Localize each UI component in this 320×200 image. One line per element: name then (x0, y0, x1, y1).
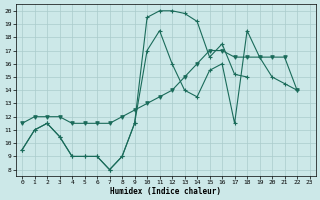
X-axis label: Humidex (Indice chaleur): Humidex (Indice chaleur) (110, 187, 221, 196)
